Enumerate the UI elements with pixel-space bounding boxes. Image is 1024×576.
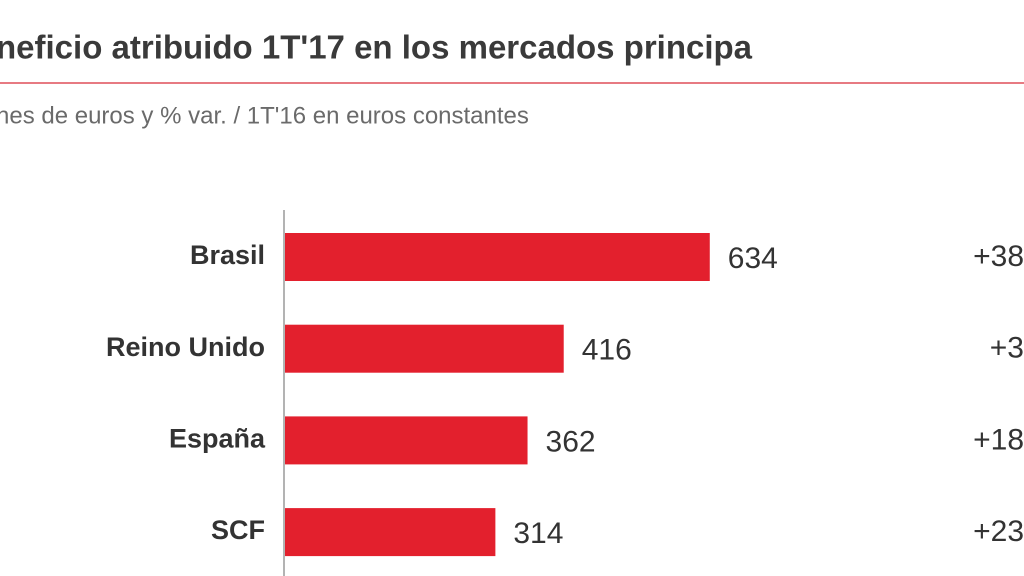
y-tick-label: SCF — [211, 515, 265, 545]
bar — [285, 508, 496, 557]
change-label: +3 — [990, 332, 1024, 365]
value-label: 634 — [728, 242, 778, 275]
y-tick-label: Reino Unido — [106, 332, 265, 362]
value-label: 362 — [546, 425, 596, 458]
change-label: +18 — [973, 423, 1024, 456]
y-tick-label: España — [169, 424, 266, 454]
value-label: 416 — [582, 334, 632, 367]
change-label: +38 — [973, 240, 1024, 273]
bar — [285, 324, 564, 373]
bar — [285, 416, 528, 465]
chart-subtitle: nes de euros y % var. / 1T'16 en euros c… — [0, 102, 529, 129]
y-tick-label: Brasil — [190, 240, 265, 270]
chart-title: neficio atribuido 1T'17 en los mercados … — [0, 29, 753, 66]
value-label: 314 — [513, 517, 563, 550]
change-label: +23 — [973, 515, 1024, 548]
bar — [285, 233, 710, 281]
